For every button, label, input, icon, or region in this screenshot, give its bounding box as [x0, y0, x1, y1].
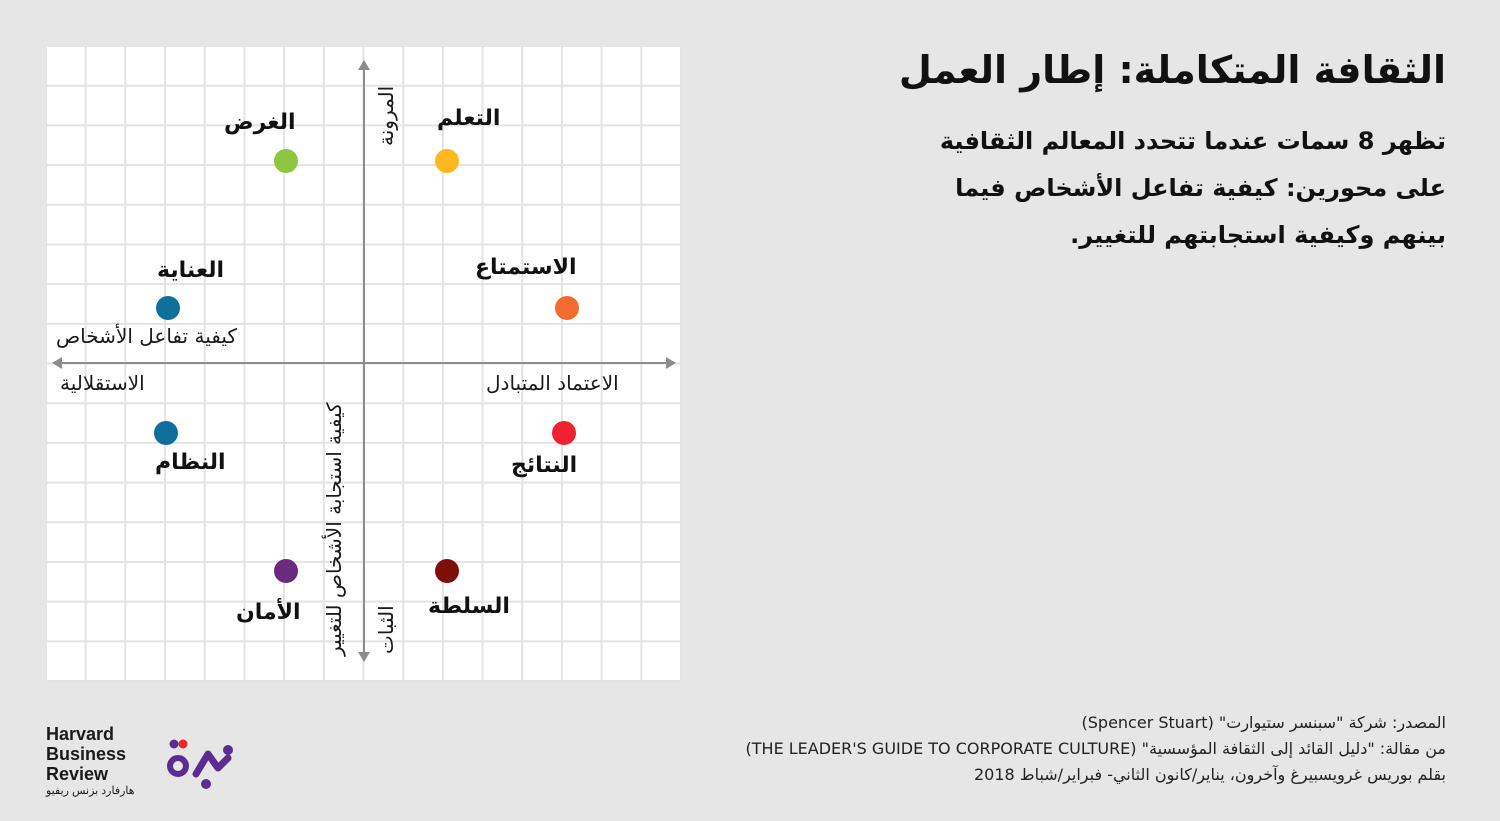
y-axis-top-end: المرونة	[374, 85, 398, 146]
x-axis-right-end: الاعتماد المتبادل	[486, 371, 619, 395]
arrow-up-icon	[358, 60, 370, 70]
x-axis-left-end: الاستقلالية	[60, 371, 145, 395]
hbr-logo: Harvard Business Review هارفارد بزنس ريف…	[46, 724, 135, 798]
arrow-down-icon	[358, 652, 370, 662]
label-caring: العناية	[157, 258, 225, 283]
hbr-logo-line1: Harvard	[46, 724, 115, 744]
arrow-left-icon	[52, 357, 62, 369]
majarra-logo-icon	[167, 739, 233, 789]
hbr-logo-arabic: هارفارد بزنس ريفيو	[46, 785, 135, 797]
label-authority: السلطة	[428, 594, 510, 619]
hbr-logo-line3: Review	[46, 764, 109, 784]
label-enjoyment: الاستمتاع	[475, 255, 577, 280]
y-axis-line	[363, 70, 365, 654]
hbr-logo-line2: Business	[46, 744, 127, 764]
point-caring	[156, 296, 180, 320]
x-axis-title: كيفية تفاعل الأشخاص	[56, 324, 237, 348]
source-citation: المصدر: شركة "سبنسر ستيوارت" (Spencer St…	[746, 710, 1446, 788]
source-line-1: المصدر: شركة "سبنسر ستيوارت" (Spencer St…	[1081, 713, 1447, 732]
page-subtitle: تظهر 8 سمات عندما تتحدد المعالم الثقافية…	[939, 127, 1446, 249]
point-enjoyment	[555, 296, 579, 320]
label-results: النتائج	[511, 453, 578, 478]
label-purpose: الغرض	[224, 110, 296, 135]
source-line-3: بقلم بوريس غرويسبيرغ وآخرون، يناير/كانون…	[973, 765, 1446, 784]
label-order: النظام	[155, 450, 226, 475]
point-results	[552, 421, 576, 445]
point-order	[154, 421, 178, 445]
point-learning	[435, 149, 459, 173]
y-axis-bottom-end: الثبات	[374, 605, 398, 654]
point-safety	[274, 559, 298, 583]
source-line-2: من مقالة: "دليل القائد إلى الثقافة المؤس…	[745, 739, 1446, 758]
page-title: الثقافة المتكاملة: إطار العمل	[898, 48, 1446, 92]
arrow-right-icon	[666, 357, 676, 369]
y-axis-title: كيفية استجابة الأشخاص للتغيير	[322, 402, 346, 656]
point-authority	[435, 559, 459, 583]
label-learning: التعلم	[437, 106, 501, 131]
point-purpose	[274, 149, 298, 173]
label-safety: الأمان	[236, 600, 301, 625]
